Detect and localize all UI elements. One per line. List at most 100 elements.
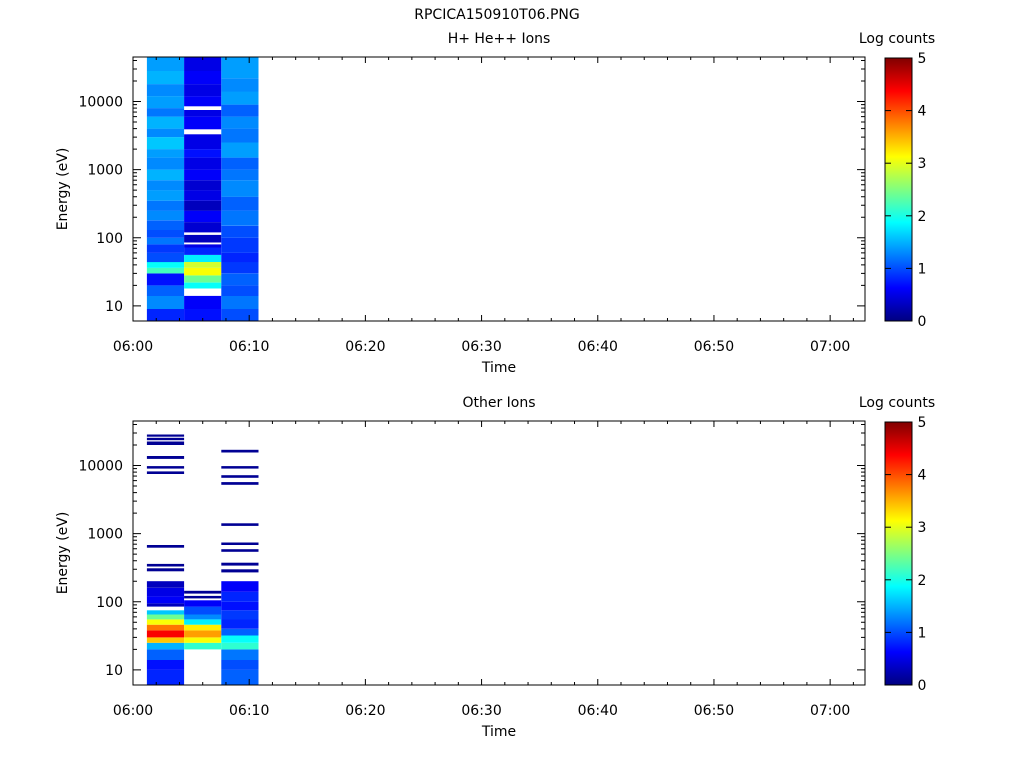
heatmap-cell xyxy=(146,603,185,607)
colorbar-label: Log counts xyxy=(859,395,935,411)
colorbar-tick-label: 3 xyxy=(918,520,927,536)
heatmap-cell xyxy=(146,200,185,211)
y-tick-label: 10000 xyxy=(78,459,123,475)
heatmap-cell xyxy=(184,157,222,170)
heatmap-cell xyxy=(221,475,259,478)
y-tick-label: 10 xyxy=(105,299,123,315)
panel-h-he-ions: 06:00 06:10 06:20 06:30 06:40 06:50 07:0010100… xyxy=(55,31,935,376)
heatmap-cell xyxy=(146,669,185,685)
colorbar-tick-label: 5 xyxy=(918,415,927,431)
colorbar-tick-label: 1 xyxy=(918,261,927,277)
y-tick-label: 10000 xyxy=(78,95,123,111)
heatmap-cell xyxy=(184,57,222,71)
heatmap-cell xyxy=(146,568,185,572)
heatmap-cell xyxy=(184,642,222,650)
heatmap-cell xyxy=(221,523,259,526)
y-axis-label: Energy (eV) xyxy=(55,512,71,595)
heatmap-cell xyxy=(184,275,222,283)
x-axis-label: Time xyxy=(481,360,516,376)
heatmap-cell xyxy=(184,210,222,222)
heatmap-cell xyxy=(184,595,222,599)
heatmap-cell xyxy=(146,180,185,191)
heatmap-cell xyxy=(146,437,185,441)
heatmap-cell xyxy=(221,569,259,573)
heatmap-cell xyxy=(146,108,185,117)
heatmap-cell xyxy=(146,587,185,597)
heatmap-cell xyxy=(221,78,259,92)
heatmap-cell xyxy=(221,309,259,321)
colorbar-tick-label: 5 xyxy=(918,51,927,67)
heatmap-cell xyxy=(221,659,259,670)
heatmap-cell xyxy=(221,610,259,620)
x-tick-label: 06:30 xyxy=(461,339,501,355)
y-axis-label: Energy (eV) xyxy=(55,148,71,231)
heatmap-cell xyxy=(146,71,185,85)
heatmap-cell xyxy=(146,637,185,643)
heatmap-cell xyxy=(184,600,222,607)
heatmap-cell xyxy=(146,190,185,201)
panel-other-ions: 06:00 06:10 06:20 06:30 06:40 06:50 07:0010100… xyxy=(55,395,935,740)
x-axis-label: Time xyxy=(481,724,516,740)
heatmap-cell xyxy=(221,196,259,211)
heatmap-cell xyxy=(184,247,222,255)
colorbar-tick-label: 1 xyxy=(918,625,927,641)
heatmap-cell xyxy=(146,149,185,158)
heatmap-cell xyxy=(184,619,222,625)
heatmap-cell xyxy=(184,149,222,158)
heatmap-cell xyxy=(146,309,185,321)
heatmap-cell xyxy=(146,285,185,296)
heatmap-cell xyxy=(146,471,185,474)
heatmap-cell xyxy=(184,134,222,150)
heatmap-cell xyxy=(221,210,259,226)
heatmap-cell xyxy=(146,441,185,445)
heatmap-cell xyxy=(184,190,222,201)
heatmap-cell xyxy=(146,614,185,620)
heatmap-cell xyxy=(146,210,185,221)
heatmap-cell xyxy=(184,71,222,85)
heatmap-cell xyxy=(184,282,222,289)
x-tick-label: 07:00 xyxy=(810,339,850,355)
heatmap-cell xyxy=(184,624,222,631)
heatmap-cell xyxy=(221,619,259,629)
plot-frame xyxy=(132,420,866,686)
heatmap-cell xyxy=(221,542,259,545)
heatmap-cell xyxy=(184,606,222,615)
heatmap-cell xyxy=(146,630,185,638)
heatmap-cell xyxy=(146,57,185,71)
x-tick-label: 06:40 xyxy=(578,339,618,355)
heatmap-cell xyxy=(184,295,222,309)
heatmap-cell xyxy=(146,237,185,245)
heatmap-cell xyxy=(221,273,259,286)
heatmap-cell xyxy=(146,619,185,625)
x-tick-label: 06:20 xyxy=(345,703,385,719)
y-tick-label: 100 xyxy=(96,595,123,611)
colorbar-tick-label: 0 xyxy=(918,314,927,330)
heatmap-cell xyxy=(146,659,185,670)
heatmap-cell xyxy=(184,590,222,594)
heatmap-cell xyxy=(184,116,222,130)
heatmap-cell xyxy=(184,180,222,191)
heatmap-cell xyxy=(184,169,222,181)
heatmap-cell xyxy=(221,180,259,197)
heatmap-cell xyxy=(146,230,185,238)
x-tick-label: 06:00 xyxy=(113,339,153,355)
colorbar-tick-label: 3 xyxy=(918,156,927,172)
heatmap-cell xyxy=(184,268,222,276)
heatmap-cell xyxy=(221,252,259,263)
x-tick-label: 06:30 xyxy=(461,703,501,719)
plot-frame xyxy=(132,56,866,322)
y-tick-label: 100 xyxy=(96,231,123,247)
heatmap-cell xyxy=(146,545,185,548)
heatmap-cell xyxy=(221,581,259,592)
heatmap-cell xyxy=(146,456,185,459)
heatmap-cell xyxy=(184,614,222,620)
heatmap-cell xyxy=(146,563,185,567)
heatmap-cell xyxy=(184,96,222,107)
y-tick-label: 1000 xyxy=(87,163,123,179)
x-tick-label: 06:00 xyxy=(113,703,153,719)
colorbar xyxy=(884,421,913,686)
heatmap-cell xyxy=(146,96,185,109)
y-tick-label: 1000 xyxy=(87,527,123,543)
heatmap-cell xyxy=(146,268,185,274)
